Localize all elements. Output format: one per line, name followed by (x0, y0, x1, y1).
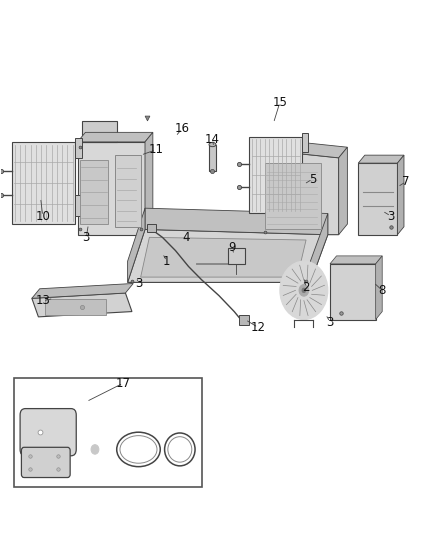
Bar (45, 300, 106, 316)
Bar (82, 120, 117, 142)
Ellipse shape (209, 142, 216, 147)
FancyBboxPatch shape (20, 409, 76, 456)
Bar (302, 133, 308, 152)
Bar (250, 136, 302, 214)
Text: 7: 7 (403, 175, 410, 188)
Circle shape (91, 445, 99, 454)
Polygon shape (141, 237, 306, 277)
Text: 17: 17 (116, 377, 131, 390)
Polygon shape (358, 155, 404, 163)
Polygon shape (262, 150, 339, 235)
Text: 1: 1 (163, 255, 170, 268)
Polygon shape (145, 208, 328, 235)
Text: 8: 8 (378, 284, 386, 297)
FancyBboxPatch shape (228, 248, 245, 264)
Polygon shape (262, 139, 347, 158)
Text: 16: 16 (174, 122, 190, 135)
Polygon shape (145, 132, 153, 235)
Text: 5: 5 (309, 173, 316, 185)
Bar (358, 163, 397, 235)
Text: 9: 9 (228, 241, 236, 254)
Polygon shape (311, 214, 328, 282)
Text: 3: 3 (83, 231, 90, 244)
Bar (239, 316, 250, 325)
Polygon shape (127, 208, 145, 282)
Polygon shape (330, 256, 382, 264)
Polygon shape (32, 293, 132, 317)
Circle shape (299, 285, 309, 296)
Bar (209, 144, 216, 171)
Text: 4: 4 (183, 231, 190, 244)
FancyBboxPatch shape (21, 447, 70, 478)
Text: 13: 13 (35, 294, 50, 308)
Polygon shape (32, 284, 133, 298)
Text: 3: 3 (135, 277, 142, 290)
Text: 11: 11 (148, 143, 163, 156)
Polygon shape (127, 229, 328, 282)
Bar (12, 142, 75, 224)
Text: 3: 3 (387, 209, 395, 223)
Text: 14: 14 (205, 133, 220, 146)
Circle shape (280, 261, 328, 319)
Text: 10: 10 (35, 209, 50, 223)
Bar (265, 163, 321, 229)
Text: 15: 15 (272, 95, 287, 109)
Text: 3: 3 (326, 316, 334, 329)
Bar (302, 187, 308, 206)
Circle shape (302, 288, 306, 293)
Bar (75, 195, 82, 216)
Bar (78, 142, 145, 235)
Polygon shape (339, 147, 347, 235)
Bar (147, 224, 156, 232)
Bar (14, 378, 201, 487)
Bar (115, 155, 141, 227)
Polygon shape (376, 256, 382, 319)
Bar (75, 138, 82, 158)
Bar (330, 264, 376, 319)
Bar (80, 160, 108, 224)
Text: 2: 2 (302, 281, 310, 294)
Polygon shape (397, 155, 404, 235)
Text: 12: 12 (251, 321, 266, 334)
Polygon shape (78, 132, 153, 142)
